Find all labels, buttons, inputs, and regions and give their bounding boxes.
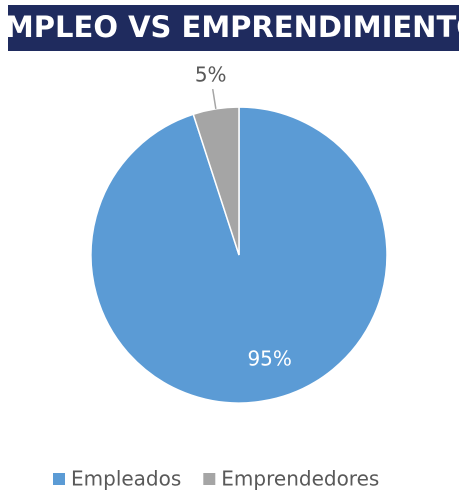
data-label: 5% [195, 63, 227, 87]
legend-swatch [53, 473, 65, 485]
legend-swatch [203, 473, 216, 485]
data-label: 95% [247, 347, 291, 371]
legend-label: Emprendedores [221, 467, 379, 491]
title-banner [8, 5, 459, 51]
legend-label: Empleados [71, 467, 181, 491]
chart-title: EMPLEO VS EMPRENDIMIENTO [0, 10, 467, 44]
leader-line [211, 88, 217, 109]
pie-slice [192, 106, 240, 256]
